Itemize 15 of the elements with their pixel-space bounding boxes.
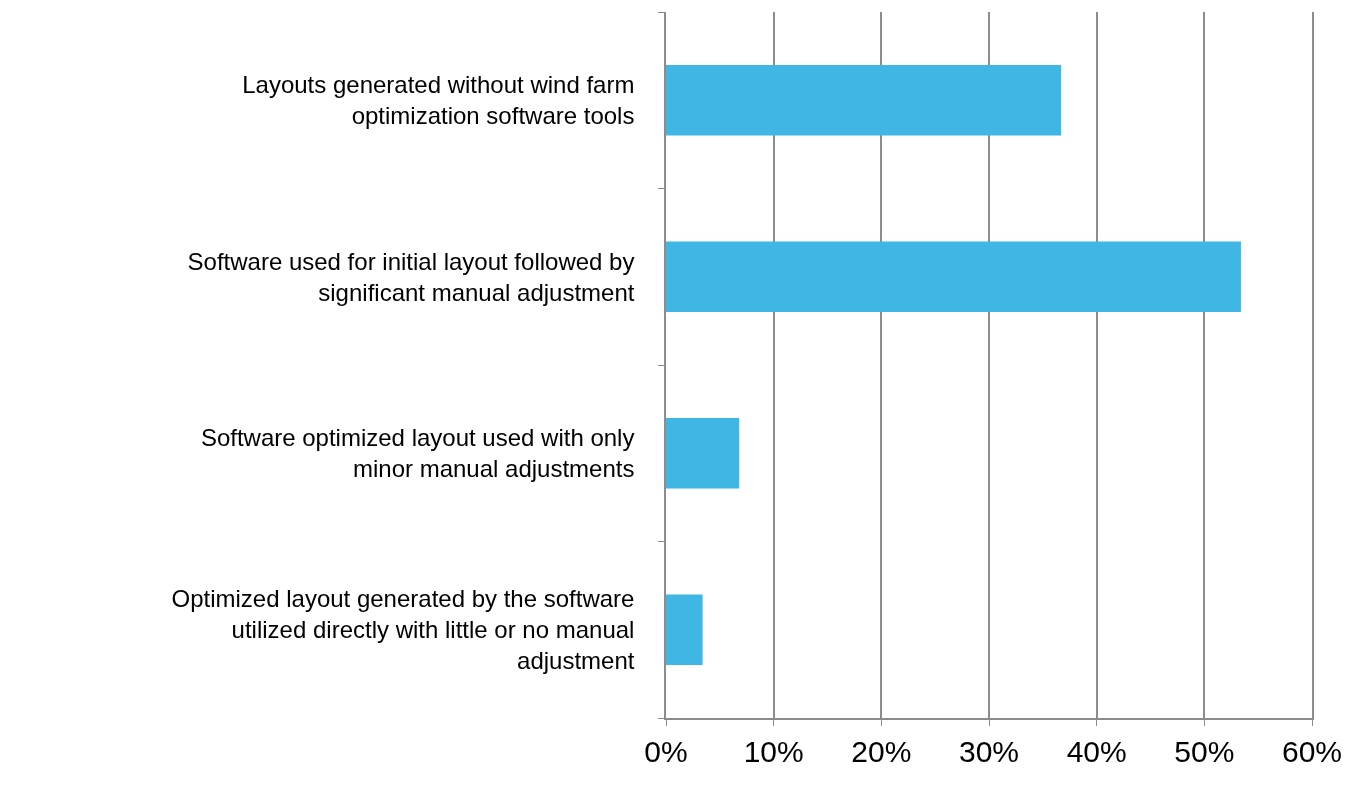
bar bbox=[666, 64, 1062, 136]
y-tick-label: Software used for initial layout followed by significant manual adjustment bbox=[187, 247, 635, 306]
x-tick-label: 30% bbox=[958, 734, 1020, 768]
y-tick-label: Software optimized layout used with only minor manual adjustments bbox=[200, 424, 635, 483]
bar bbox=[666, 417, 740, 489]
x-tick-label: 60% bbox=[1281, 734, 1343, 768]
y-tick-label: Optimized layout generated by the software utilized directly with little or no manual adjustment bbox=[171, 584, 635, 675]
x-tick-label: 0% bbox=[644, 734, 688, 768]
bar bbox=[666, 594, 703, 666]
bar bbox=[666, 241, 1241, 313]
x-tick-label: 40% bbox=[1066, 734, 1127, 768]
x-tick-label: 50% bbox=[1174, 734, 1235, 768]
y-tick-label: Layouts generated without wind farm optimization software tools bbox=[242, 71, 635, 130]
x-tick-label: 20% bbox=[851, 734, 912, 768]
x-tick-label: 10% bbox=[743, 734, 804, 768]
